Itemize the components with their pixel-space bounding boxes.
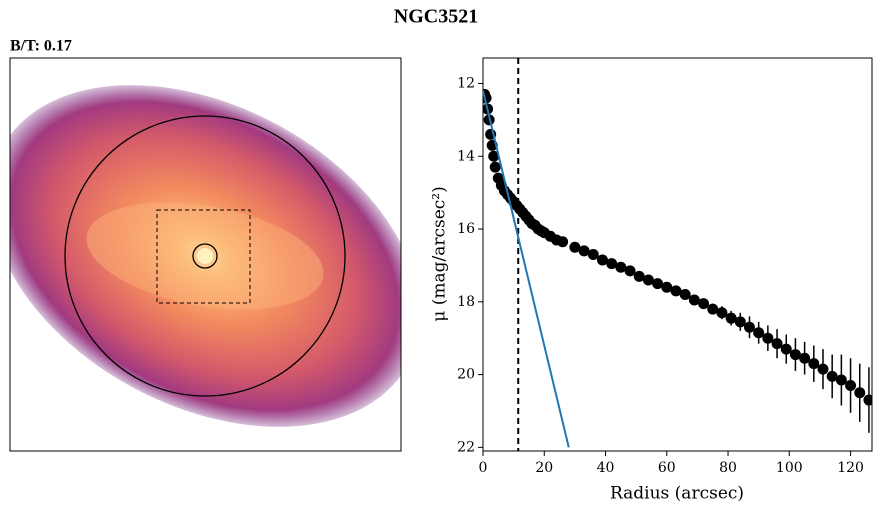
data-point (606, 258, 618, 270)
plot-frame (482, 57, 873, 452)
x-tick-label: 60 (658, 460, 676, 476)
outer-aperture (64, 115, 346, 397)
data-point (771, 338, 783, 350)
x-tick-label: 0 (479, 460, 488, 476)
zoom-box (156, 209, 251, 304)
data-point (808, 358, 820, 370)
annotation: B/T: 0.17 (10, 38, 72, 55)
data-point (578, 245, 590, 257)
data-point (743, 321, 755, 333)
data-point (679, 289, 691, 301)
data-point (817, 363, 829, 375)
data-point (707, 303, 719, 315)
data-point (762, 332, 774, 344)
data-point (615, 261, 627, 273)
data-point (596, 254, 608, 266)
x-tick-label: 100 (776, 460, 803, 476)
y-tick-label: 18 (457, 294, 475, 310)
data-point (725, 312, 737, 324)
x-tick-label: 40 (597, 460, 615, 476)
data-point (698, 298, 710, 310)
bulge-aperture (192, 243, 218, 269)
y-tick-label: 22 (457, 439, 475, 455)
data-point (826, 370, 838, 382)
x-axis-label: Radius (arcsec) (610, 484, 744, 504)
x-tick-label: 20 (535, 460, 553, 476)
data-point (642, 274, 654, 286)
data-point (624, 265, 636, 277)
data-point (489, 161, 501, 173)
y-tick-label: 14 (457, 148, 475, 164)
x-tick-label: 120 (837, 460, 864, 476)
y-axis-label: μ (mag/arcsec²) (430, 186, 450, 322)
data-point (661, 281, 673, 293)
image-frame (9, 57, 402, 452)
y-tick-label: 12 (457, 75, 475, 91)
data-point (587, 249, 599, 260)
y-tick-label: 16 (457, 221, 475, 237)
data-point (789, 349, 801, 361)
data-point (799, 352, 811, 364)
data-point (780, 343, 792, 355)
data-point (557, 236, 569, 248)
data-point (652, 278, 664, 290)
galaxy-image (10, 85, 401, 427)
data-point (670, 285, 682, 297)
data-point (863, 394, 872, 406)
data-point (734, 316, 746, 328)
data-point (633, 270, 645, 282)
galaxy-core (197, 248, 213, 264)
data-point (854, 387, 866, 399)
data-point (716, 307, 728, 319)
x-tick-label: 80 (719, 460, 737, 476)
chart-title: NGC3521 (394, 6, 478, 28)
plot-area (483, 58, 872, 451)
model-line (483, 90, 570, 448)
data-point (488, 150, 500, 162)
data-point (569, 241, 581, 253)
y-tick-label: 20 (457, 367, 475, 383)
data-point (688, 294, 700, 306)
data-point (835, 374, 847, 386)
data-point (753, 327, 765, 339)
data-point (845, 380, 857, 391)
